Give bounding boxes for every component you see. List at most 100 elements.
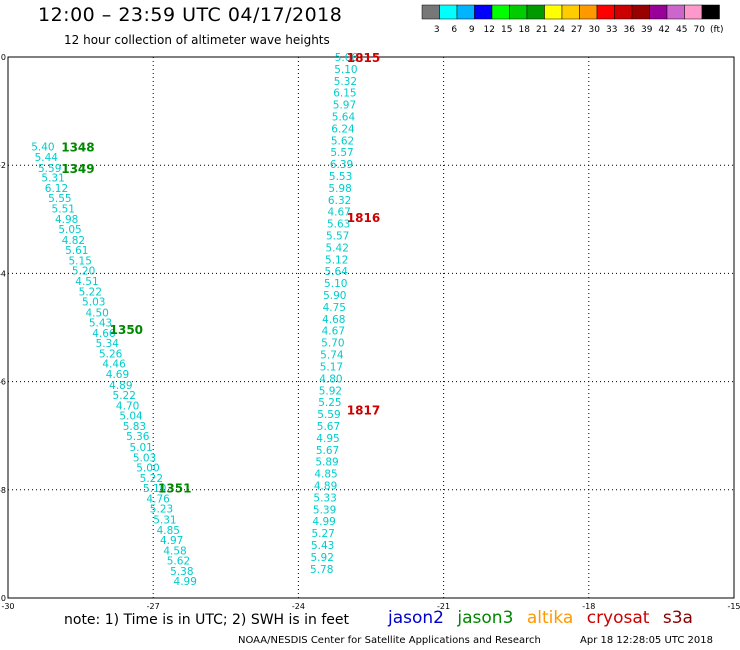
wave-height-value: 5.20 bbox=[72, 266, 95, 278]
wave-height-value: 5.43 bbox=[89, 318, 112, 330]
wave-height-value: 4.58 bbox=[163, 545, 186, 557]
wave-height-value: 5.32 bbox=[334, 76, 357, 88]
time-label: 1816 bbox=[347, 211, 380, 225]
wave-height-value: 5.00 bbox=[136, 463, 159, 475]
wave-height-value: 5.15 bbox=[69, 255, 92, 267]
wave-height-value: 5.22 bbox=[113, 390, 136, 402]
wave-height-value: 5.92 bbox=[311, 552, 334, 564]
colorbar-label: 70 bbox=[694, 25, 706, 35]
colorbar-swatch bbox=[439, 4, 458, 20]
wave-height-value: 5.83 bbox=[123, 421, 146, 433]
y-tick-label: -10 bbox=[0, 594, 6, 603]
wave-height-value: 5.03 bbox=[82, 297, 105, 309]
wave-height-value: 5.39 bbox=[313, 504, 336, 516]
wave-height-value: 5.89 bbox=[315, 457, 338, 469]
wave-height-value: 4.69 bbox=[106, 369, 129, 381]
colorbar-swatch bbox=[509, 4, 528, 20]
legend-jason2: jason2 bbox=[388, 608, 444, 628]
wave-height-value: 5.92 bbox=[319, 385, 342, 397]
wave-height-value: 5.62 bbox=[167, 556, 190, 568]
colorbar-label: 45 bbox=[676, 25, 687, 35]
wave-height-value: 5.42 bbox=[326, 242, 349, 254]
colorbar-swatch bbox=[474, 4, 493, 20]
wave-height-value: 5.44 bbox=[35, 152, 59, 164]
colorbar-label: 9 bbox=[469, 25, 475, 35]
wave-height-value: 4.66 bbox=[92, 328, 116, 340]
wave-height-value: 4.82 bbox=[62, 235, 85, 247]
wave-height-value: 4.51 bbox=[75, 276, 98, 288]
colorbar-swatch bbox=[649, 4, 668, 20]
wave-height-value: 5.43 bbox=[311, 540, 334, 552]
wave-height-value: 4.98 bbox=[55, 214, 78, 226]
wave-height-value: 6.32 bbox=[328, 195, 351, 207]
x-tick-label: -30 bbox=[1, 602, 14, 611]
wave-height-value: 5.01 bbox=[129, 442, 152, 454]
colorbar-swatch bbox=[596, 4, 615, 20]
x-tick-label: -27 bbox=[147, 602, 160, 611]
wave-height-value: 5.33 bbox=[313, 492, 336, 504]
wave-height-value: 4.68 bbox=[322, 314, 345, 326]
colorbar-swatch bbox=[491, 4, 510, 20]
colorbar-swatch bbox=[684, 4, 703, 20]
legend-jason3: jason3 bbox=[457, 608, 514, 628]
footer-credit: NOAA/NESDIS Center for Satellite Applica… bbox=[238, 635, 541, 646]
wave-height-value: 4.46 bbox=[102, 359, 126, 371]
wave-height-value: 4.75 bbox=[323, 302, 346, 314]
y-tick-label: -2 bbox=[0, 161, 6, 170]
colorbar-swatch bbox=[631, 4, 650, 20]
colorbar-swatch bbox=[456, 4, 475, 20]
wave-height-value: 5.90 bbox=[323, 290, 346, 302]
wave-height-value: 5.59 bbox=[317, 409, 340, 421]
wave-height-value: 4.85 bbox=[157, 525, 180, 537]
colorbar-swatch bbox=[544, 4, 563, 20]
wave-height-value: 6.12 bbox=[45, 183, 68, 195]
x-tick-label: -18 bbox=[582, 602, 595, 611]
wave-height-value: 5.31 bbox=[153, 515, 176, 527]
x-tick-label: -15 bbox=[727, 602, 740, 611]
wave-height-value: 4.80 bbox=[319, 373, 342, 385]
wave-height-value: 6.39 bbox=[330, 159, 353, 171]
wave-height-value: 4.67 bbox=[322, 326, 345, 338]
colorbar-swatch bbox=[701, 4, 720, 20]
wave-height-value: 5.64 bbox=[325, 266, 349, 278]
legend-note: note: 1) Time is in UTC; 2) SWH is in fe… bbox=[64, 612, 350, 628]
y-tick-label: -8 bbox=[0, 486, 6, 495]
wave-height-value: 6.24 bbox=[331, 123, 355, 135]
colorbar-label: 3 bbox=[434, 25, 440, 35]
wave-height-value: 5.06 bbox=[335, 52, 359, 64]
wave-height-value: 4.89 bbox=[109, 380, 132, 392]
colorbar-swatch bbox=[666, 4, 685, 20]
wave-height-value: 4.97 bbox=[160, 535, 183, 547]
wave-height-value: 5.67 bbox=[317, 421, 340, 433]
wave-height-value: 5.04 bbox=[119, 411, 143, 423]
wave-height-value: 4.99 bbox=[174, 576, 197, 588]
y-tick-label: -6 bbox=[0, 378, 6, 387]
wave-height-value: 5.38 bbox=[170, 566, 193, 578]
wave-height-value: 5.74 bbox=[320, 350, 344, 362]
wave-height-value: 5.64 bbox=[332, 112, 356, 124]
wave-height-value: 5.22 bbox=[140, 473, 163, 485]
wave-height-value: 5.51 bbox=[52, 203, 75, 215]
wave-height-value: 4.89 bbox=[314, 480, 337, 492]
wave-height-value: 5.59 bbox=[38, 163, 61, 175]
colorbar-label: 15 bbox=[501, 25, 512, 35]
x-tick-label: -21 bbox=[437, 602, 450, 611]
wave-height-value: 4.50 bbox=[85, 307, 108, 319]
wave-height-value: 5.22 bbox=[79, 286, 102, 298]
x-tick-label: -24 bbox=[292, 602, 305, 611]
colorbar-label: 42 bbox=[659, 25, 670, 35]
wave-height-value: 5.17 bbox=[320, 361, 343, 373]
legend-cryosat: cryosat bbox=[586, 608, 650, 628]
wave-height-value: 5.23 bbox=[150, 504, 173, 516]
wave-height-value: 5.98 bbox=[328, 183, 351, 195]
colorbar-label: 21 bbox=[536, 25, 547, 35]
time-label: 1815 bbox=[347, 51, 380, 65]
colorbar-label: 27 bbox=[571, 25, 582, 35]
wave-height-value: 5.55 bbox=[48, 193, 71, 205]
wave-height-value: 5.34 bbox=[96, 338, 120, 350]
wave-height-value: 5.40 bbox=[31, 141, 54, 153]
wave-height-value: 5.57 bbox=[330, 147, 353, 159]
time-label: 1349 bbox=[61, 162, 94, 176]
legend-s3a: s3a bbox=[662, 608, 693, 628]
